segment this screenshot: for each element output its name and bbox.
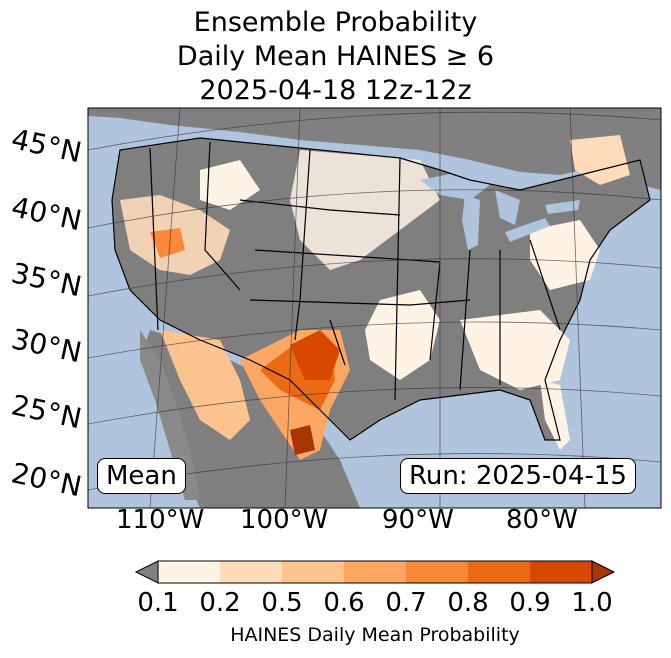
colorbar-tick-label: 1.0	[571, 588, 613, 618]
lake-huron	[495, 190, 520, 225]
shade-northeast	[570, 135, 630, 185]
colorbar-tick-label: 0.9	[509, 588, 551, 618]
lon-label-100: 100°W	[240, 505, 329, 535]
colorbar-frame	[157, 560, 593, 584]
lon-label-80: 80°W	[506, 505, 578, 535]
shade-south-central	[365, 290, 440, 380]
colorbar-tick-label: 0.2	[199, 588, 241, 618]
shade-plains	[290, 150, 440, 270]
colorbar-tick-label: 0.6	[323, 588, 365, 618]
title-line-2: Daily Mean HAINES ≥ 6	[176, 41, 495, 72]
shade-texas-max	[290, 425, 315, 455]
shade-arizona	[160, 330, 250, 440]
baja-land	[140, 330, 200, 500]
colorbar-cell	[220, 561, 283, 583]
map-layer	[88, 108, 661, 508]
colorbar-cells	[158, 561, 593, 583]
shade-idaho	[200, 160, 260, 210]
lake-ontario	[545, 200, 580, 214]
colorbar-tick-label: 0.1	[137, 588, 179, 618]
florida-land	[540, 380, 570, 450]
shade-southeast	[460, 310, 570, 390]
shade-texas-core	[290, 330, 340, 380]
shade-midatlantic	[530, 220, 600, 290]
colorbar-title: HAINES Daily Mean Probability	[230, 624, 520, 646]
colorbar-over-extend	[591, 560, 616, 584]
lon-label-90: 90°W	[382, 505, 454, 535]
canada-land	[88, 108, 661, 190]
stat-label-box: Mean	[97, 458, 186, 494]
lake-erie	[505, 218, 550, 242]
lake-michigan	[462, 195, 480, 250]
title-line-3: 2025-04-18 12z-12z	[199, 75, 472, 106]
colorbar-cell	[282, 561, 345, 583]
colorbar-cell	[406, 561, 469, 583]
run-label-box: Run: 2025-04-15	[400, 458, 636, 494]
colorbar-cell	[158, 561, 221, 583]
state-boundaries	[111, 137, 651, 441]
map-frame	[87, 107, 662, 509]
colorbar-cell	[344, 561, 407, 583]
colorbar-tick-label: 0.8	[447, 588, 489, 618]
colorbar	[134, 560, 616, 584]
colorbar-tick-label: 0.5	[261, 588, 303, 618]
graticule	[88, 108, 661, 508]
lake-superior	[420, 170, 490, 200]
lon-label-110: 110°W	[116, 505, 205, 535]
title-line-1: Ensemble Probability	[193, 7, 478, 38]
colorbar-cell	[530, 561, 593, 583]
shade-nevada	[150, 228, 185, 258]
colorbar-cell	[468, 561, 531, 583]
colorbar-tick-label: 0.7	[385, 588, 427, 618]
colorbar-under-extend	[134, 560, 159, 584]
